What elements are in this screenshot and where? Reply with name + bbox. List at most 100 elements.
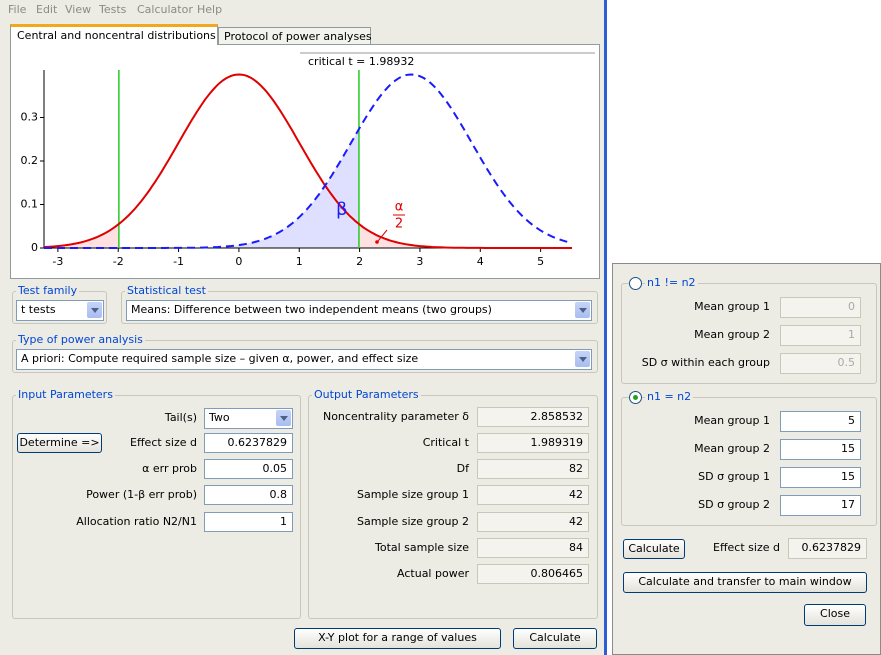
- button[interactable]: Calculate: [623, 539, 685, 559]
- text-field[interactable]: 15: [780, 439, 861, 460]
- alpha-area: [44, 224, 119, 248]
- button[interactable]: Calculate: [513, 628, 597, 649]
- option-label[interactable]: n1 != n2: [645, 276, 698, 290]
- alpha-label: α: [395, 200, 404, 215]
- output-field: 0.6237829: [788, 538, 867, 559]
- text-field[interactable]: 1: [204, 512, 293, 532]
- output-field: 2.858532: [477, 407, 589, 427]
- parameter-label: Noncentrality parameter δ: [322, 410, 469, 423]
- central-curve: [43, 73, 572, 249]
- output-field: 1.989319: [477, 433, 589, 453]
- x-tick-label: 0: [235, 255, 242, 268]
- tab[interactable]: Protocol of power analyses: [218, 27, 372, 45]
- critical-label: critical t = 1.98932: [308, 55, 414, 68]
- text-field[interactable]: 0.8: [204, 485, 293, 505]
- dropdown[interactable]: Means: Difference between two independen…: [126, 300, 592, 321]
- dropdown-arrow[interactable]: [87, 302, 102, 318]
- x-tick-label: 5: [537, 255, 544, 268]
- button[interactable]: Determine =>: [17, 433, 102, 453]
- text-field: 0.5: [780, 353, 861, 374]
- menu-item[interactable]: Edit: [36, 3, 58, 16]
- output-field: 42: [477, 485, 589, 505]
- text-field[interactable]: 15: [780, 467, 861, 488]
- parameter-label: Total sample size: [374, 541, 469, 554]
- y-tick-label: 0.1: [21, 198, 39, 211]
- dropdown[interactable]: A priori: Compute required sample size –…: [16, 349, 592, 370]
- y-tick-label: 0.2: [21, 154, 39, 167]
- parameter-label: SD σ group 2: [698, 498, 770, 511]
- parameter-label: Mean group 2: [694, 328, 770, 341]
- x-tick-label: 1: [296, 255, 303, 268]
- option-label[interactable]: n1 = n2: [645, 390, 694, 404]
- distribution-plot: 0 0.1 0.2 0.3 -3 -2 -1 0 1 2 3 4 5 critical t = 1.989…: [21, 52, 595, 268]
- label: Effect size d: [713, 541, 780, 554]
- group-box: [12, 340, 598, 373]
- dropdown[interactable]: Two: [204, 408, 293, 429]
- x-tick-label: -1: [173, 255, 184, 268]
- output-field: 42: [477, 512, 589, 532]
- parameter-label: Mean group 1: [694, 414, 770, 427]
- parameter-label: Effect size d: [130, 436, 197, 449]
- radio[interactable]: [629, 391, 642, 404]
- dropdown-arrow[interactable]: [276, 410, 291, 426]
- group-title: Statistical test: [125, 284, 208, 298]
- radio[interactable]: [629, 277, 642, 290]
- output-field: 82: [477, 459, 589, 479]
- parameter-label: Actual power: [397, 567, 469, 580]
- parameter-label: SD σ within each group: [641, 356, 770, 369]
- menu-item[interactable]: Tests: [99, 3, 127, 16]
- parameter-label: α err prob: [142, 462, 197, 475]
- text-field[interactable]: 0.05: [204, 459, 293, 479]
- x-tick-label: -3: [52, 255, 63, 268]
- group-box: [621, 283, 877, 384]
- group-box: [621, 397, 877, 526]
- beta-area: [44, 129, 359, 248]
- parameter-label: Sample size group 1: [356, 488, 469, 501]
- group-box: [12, 395, 301, 619]
- x-tick-label: 3: [416, 255, 423, 268]
- alpha-pointer-dot: [375, 240, 379, 244]
- group-box: [121, 291, 598, 324]
- menu-item[interactable]: View: [65, 3, 92, 16]
- button[interactable]: X-Y plot for a range of values: [294, 628, 501, 649]
- group-title: Type of power analysis: [16, 333, 145, 347]
- alpha-area: [358, 224, 572, 248]
- button[interactable]: Calculate and transfer to main window: [623, 572, 867, 593]
- group-title: Output Parameters: [312, 388, 421, 402]
- y-tick-label: 0.3: [21, 111, 39, 124]
- output-field: 0.806465: [477, 564, 589, 584]
- parameter-label: Tail(s): [164, 411, 197, 424]
- x-tick-label: 4: [477, 255, 484, 268]
- parameter-label: Mean group 1: [694, 300, 770, 313]
- dropdown-arrow[interactable]: [575, 302, 590, 318]
- x-tick-label: -2: [113, 255, 124, 268]
- parameter-label: Allocation ratio N2/N1: [76, 515, 197, 528]
- menu-item[interactable]: Help: [197, 3, 223, 16]
- alpha-label: 2: [395, 217, 403, 232]
- text-field: 0: [780, 297, 861, 318]
- parameter-label: Critical t: [422, 436, 469, 449]
- y-tick-label: 0: [31, 241, 38, 254]
- text-field[interactable]: 5: [780, 411, 861, 432]
- parameter-label: Df: [456, 462, 469, 475]
- dropdown[interactable]: t tests: [16, 300, 104, 321]
- tab-panel: [10, 44, 600, 279]
- text-field[interactable]: 17: [780, 495, 861, 516]
- button[interactable]: Close: [804, 604, 866, 626]
- parameter-label: Sample size group 2: [356, 515, 469, 528]
- tab[interactable]: Central and noncentral distributions: [10, 24, 218, 45]
- parameter-label: Mean group 2: [694, 442, 770, 455]
- group-title: Test family: [16, 284, 80, 298]
- group-title: Input Parameters: [16, 388, 115, 402]
- menu-item[interactable]: Calculator: [137, 3, 193, 16]
- alpha-pointer: [377, 229, 388, 242]
- group-box: [308, 395, 598, 619]
- beta-label: β: [336, 199, 348, 220]
- dropdown-arrow[interactable]: [575, 351, 590, 367]
- text-field[interactable]: 0.6237829: [204, 433, 293, 453]
- parameter-label: SD σ group 1: [698, 470, 770, 483]
- menu-item[interactable]: File: [8, 3, 27, 16]
- output-field: 84: [477, 538, 589, 558]
- x-tick-label: 2: [356, 255, 363, 268]
